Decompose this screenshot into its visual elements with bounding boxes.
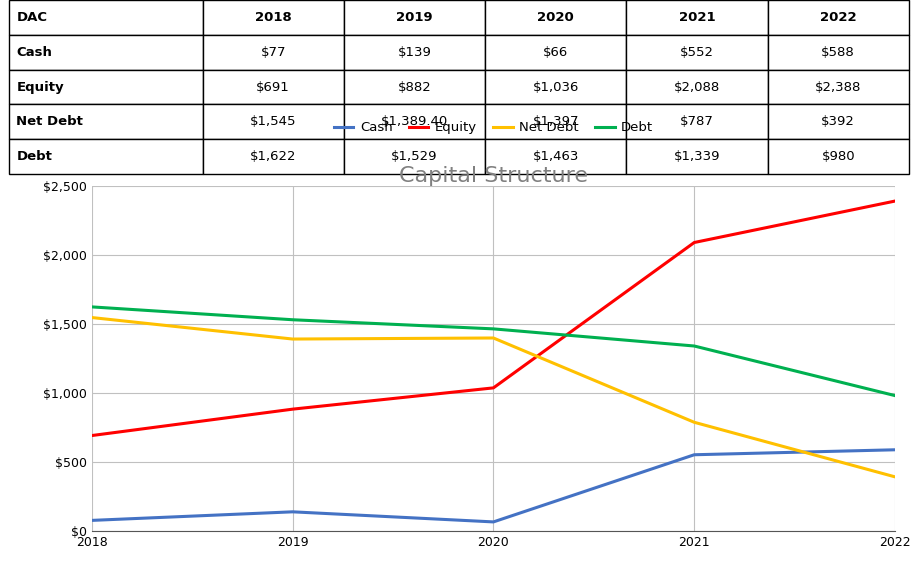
Bar <box>485 139 626 174</box>
Bar <box>767 104 909 139</box>
Bar <box>344 139 485 174</box>
Text: $139: $139 <box>397 46 431 59</box>
Text: 2020: 2020 <box>537 11 574 24</box>
Text: 2018: 2018 <box>255 11 292 24</box>
Text: $1,529: $1,529 <box>391 150 438 163</box>
Bar <box>344 104 485 139</box>
Text: $787: $787 <box>680 115 714 128</box>
Bar <box>344 70 485 104</box>
Bar <box>9 70 203 104</box>
Legend: Cash, Equity, Net Debt, Debt: Cash, Equity, Net Debt, Debt <box>329 116 658 140</box>
Text: $1,389.40: $1,389.40 <box>381 115 448 128</box>
Text: Debt: Debt <box>17 150 52 163</box>
Bar <box>203 139 344 174</box>
Bar <box>203 104 344 139</box>
Bar <box>626 35 767 70</box>
Text: $2,388: $2,388 <box>815 81 861 94</box>
Text: $1,463: $1,463 <box>532 150 579 163</box>
Text: $77: $77 <box>261 46 286 59</box>
Bar <box>485 70 626 104</box>
Text: $1,622: $1,622 <box>250 150 297 163</box>
Text: DAC: DAC <box>17 11 48 24</box>
Bar <box>9 139 203 174</box>
Bar <box>626 0 767 35</box>
Text: $1,036: $1,036 <box>532 81 579 94</box>
Text: $1,545: $1,545 <box>250 115 297 128</box>
Bar <box>626 70 767 104</box>
Bar <box>485 0 626 35</box>
Bar <box>626 104 767 139</box>
Text: $552: $552 <box>680 46 714 59</box>
Text: Equity: Equity <box>17 81 64 94</box>
Bar <box>767 35 909 70</box>
Bar <box>767 70 909 104</box>
Text: $588: $588 <box>822 46 855 59</box>
Text: $2,088: $2,088 <box>674 81 720 94</box>
Text: 2021: 2021 <box>678 11 715 24</box>
Text: 2022: 2022 <box>820 11 856 24</box>
Title: Capital Structure: Capital Structure <box>399 166 588 186</box>
Bar <box>9 35 203 70</box>
Bar <box>9 0 203 35</box>
Text: $1,339: $1,339 <box>674 150 721 163</box>
Bar <box>203 35 344 70</box>
Bar <box>767 0 909 35</box>
Bar <box>344 35 485 70</box>
Text: 2019: 2019 <box>397 11 432 24</box>
Text: $980: $980 <box>822 150 855 163</box>
Text: $691: $691 <box>256 81 290 94</box>
Text: $882: $882 <box>397 81 431 94</box>
Bar <box>485 35 626 70</box>
Text: Cash: Cash <box>17 46 52 59</box>
Bar <box>203 70 344 104</box>
Bar <box>344 0 485 35</box>
Bar <box>9 104 203 139</box>
Bar <box>626 139 767 174</box>
Text: $392: $392 <box>822 115 856 128</box>
Text: $1,397: $1,397 <box>532 115 579 128</box>
Bar <box>203 0 344 35</box>
Text: Net Debt: Net Debt <box>17 115 84 128</box>
Bar <box>485 104 626 139</box>
Bar <box>767 139 909 174</box>
Text: $66: $66 <box>543 46 568 59</box>
